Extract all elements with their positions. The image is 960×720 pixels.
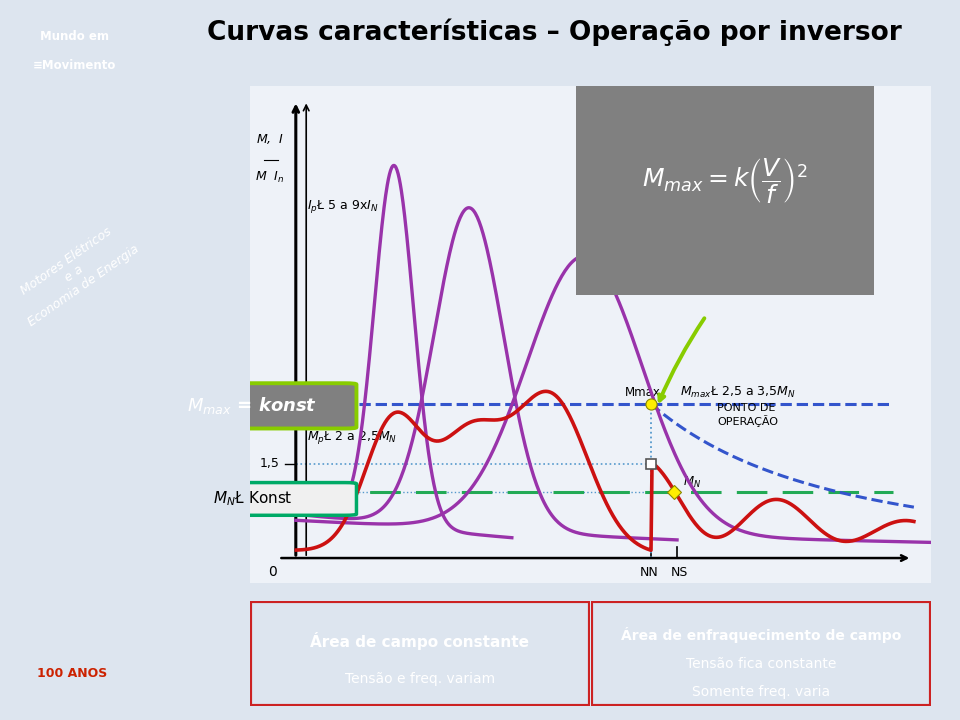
Text: $M_{max} = k\left(\dfrac{V}{f}\right)^2$: $M_{max} = k\left(\dfrac{V}{f}\right)^2$ bbox=[642, 156, 807, 205]
Text: $M_N$Ł Konst: $M_N$Ł Konst bbox=[213, 490, 292, 508]
Text: $I_p$Ł 5 a 9x$I_N$: $I_p$Ł 5 a 9x$I_N$ bbox=[307, 198, 379, 215]
Text: Tensão e freq. variam: Tensão e freq. variam bbox=[345, 672, 495, 686]
Text: Mmax: Mmax bbox=[624, 386, 660, 399]
Text: Mundo em: Mundo em bbox=[40, 30, 108, 43]
Text: Motores Elétricos
e a
Economia de Energia: Motores Elétricos e a Economia de Energi… bbox=[8, 218, 141, 329]
Text: $M$,  $I$: $M$, $I$ bbox=[255, 132, 284, 146]
FancyBboxPatch shape bbox=[149, 482, 356, 516]
FancyBboxPatch shape bbox=[149, 383, 356, 428]
Text: 1,5: 1,5 bbox=[260, 457, 279, 470]
Text: $M_{max}$ = konst: $M_{max}$ = konst bbox=[187, 395, 318, 416]
Text: 1: 1 bbox=[272, 489, 279, 502]
Text: Curvas características – Operação por inversor: Curvas características – Operação por in… bbox=[207, 19, 901, 46]
Text: Área de enfraquecimento de campo: Área de enfraquecimento de campo bbox=[621, 626, 901, 643]
Text: $M$  $I_n$: $M$ $I_n$ bbox=[255, 170, 284, 185]
Text: 100 ANOS: 100 ANOS bbox=[36, 667, 108, 680]
Text: ≡Movimento: ≡Movimento bbox=[33, 59, 116, 72]
Text: $M_{max}$Ł 2,5 a 3,5$M_N$: $M_{max}$Ł 2,5 a 3,5$M_N$ bbox=[680, 384, 796, 400]
FancyBboxPatch shape bbox=[567, 80, 882, 302]
Text: Somente freq. varia: Somente freq. varia bbox=[692, 685, 830, 699]
Text: $M_N$: $M_N$ bbox=[683, 475, 701, 490]
Text: PONTO DE
OPERAÇÃO: PONTO DE OPERAÇÃO bbox=[717, 402, 779, 427]
Text: NS: NS bbox=[671, 566, 688, 579]
Text: 0: 0 bbox=[269, 564, 277, 579]
Text: NN: NN bbox=[640, 566, 659, 579]
Text: $M_p$Ł 2 a 2,5$M_N$: $M_p$Ł 2 a 2,5$M_N$ bbox=[307, 429, 397, 446]
Text: Tensão fica constante: Tensão fica constante bbox=[686, 657, 836, 671]
Text: Área de campo constante: Área de campo constante bbox=[310, 632, 530, 650]
